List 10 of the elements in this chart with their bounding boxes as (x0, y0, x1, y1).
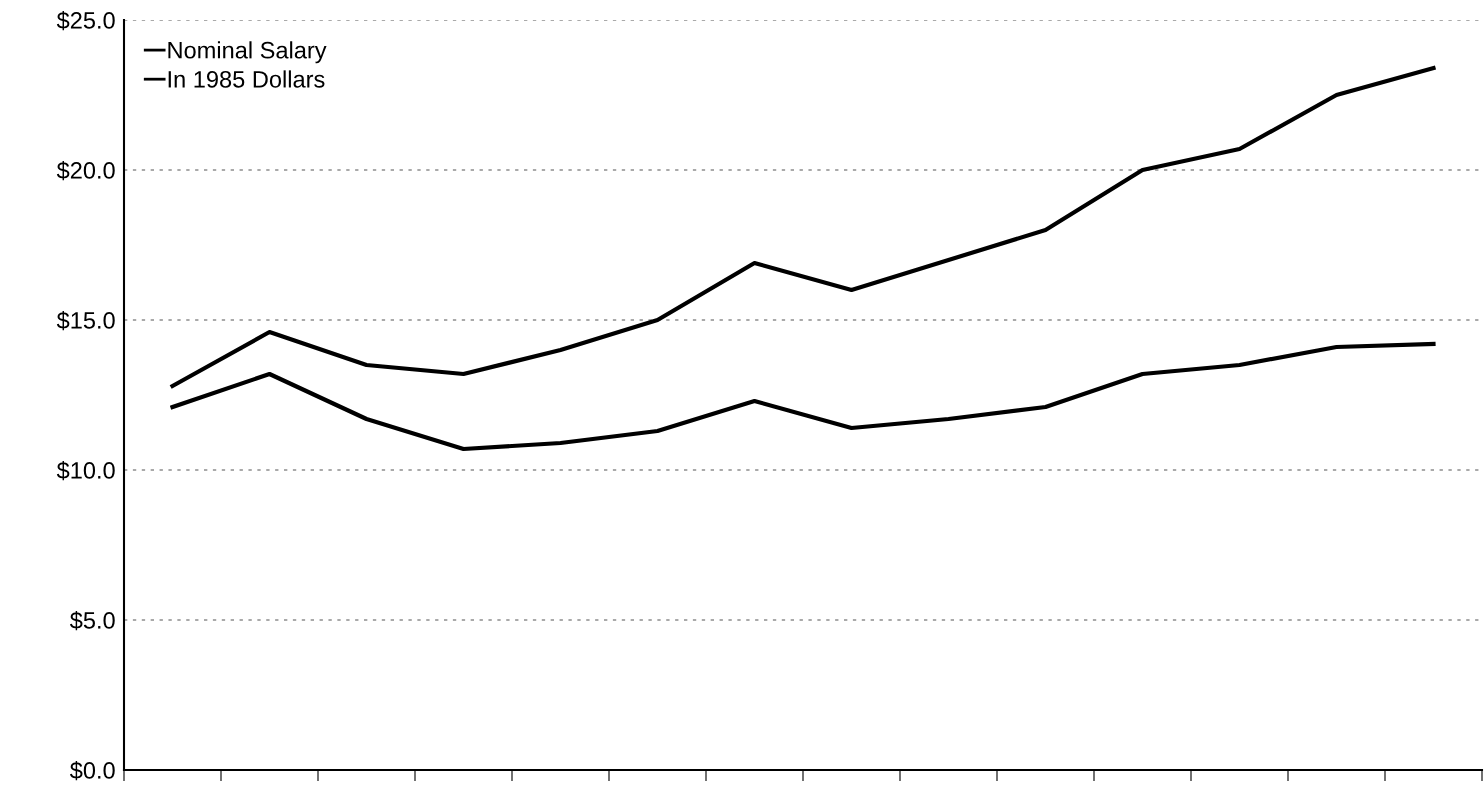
y-tick-label: $10.0 (56, 461, 115, 481)
y-tick-label: $25.0 (56, 11, 115, 31)
y-tick-label: $20.0 (56, 161, 115, 181)
line-series (170, 341, 1436, 452)
legend-label: Nominal Salary (168, 41, 327, 64)
line-series (170, 65, 1436, 389)
y-tick-label: $0.0 (69, 761, 115, 781)
y-tick-label: $5.0 (69, 611, 115, 631)
legend-label: In 1985 Dollars (168, 70, 325, 88)
y-tick-label: $15.0 (56, 311, 115, 331)
